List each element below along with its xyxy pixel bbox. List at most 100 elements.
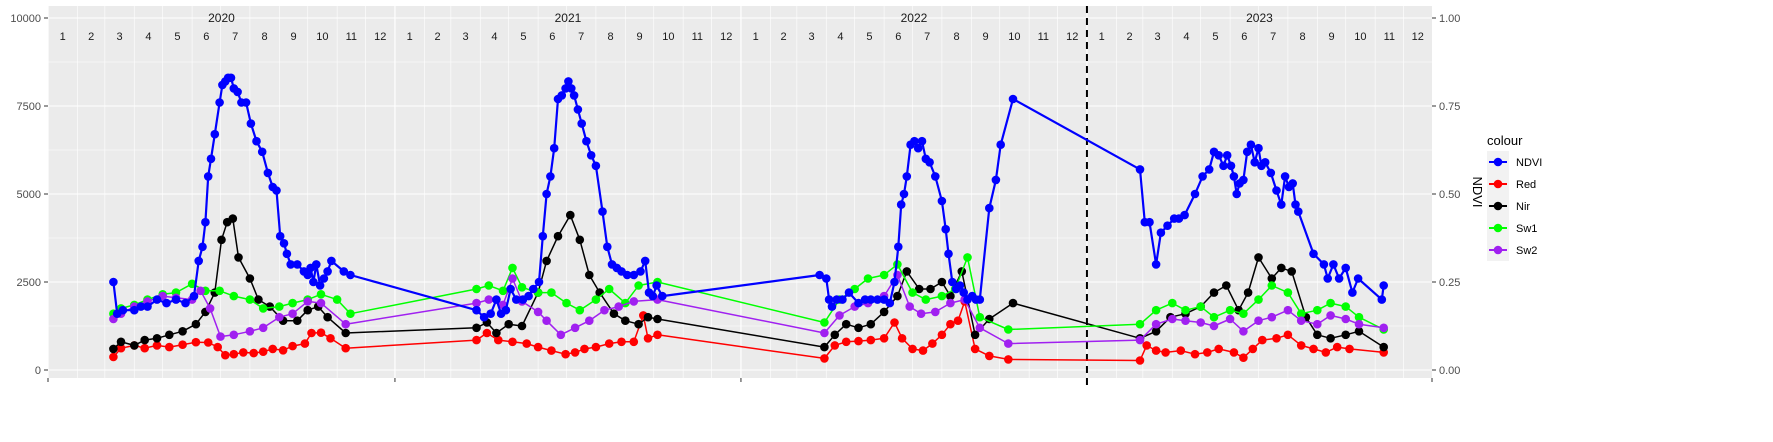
red-point <box>165 342 174 352</box>
month-label: 6 <box>895 31 901 43</box>
nir-point <box>1151 327 1161 336</box>
nir-point <box>585 270 594 280</box>
ndvi-point <box>315 281 325 290</box>
nir-point <box>217 235 226 245</box>
nir-point <box>517 321 527 331</box>
legend-key-point <box>1493 157 1503 167</box>
ndvi-point <box>501 305 511 315</box>
ndvi-point <box>1190 189 1200 199</box>
month-label: 7 <box>232 31 238 43</box>
sw1-point <box>879 270 889 280</box>
red-point <box>643 334 653 343</box>
sw1-point <box>634 281 643 290</box>
left-axis-tick-label: 7500 <box>17 101 41 113</box>
ndvi-point <box>866 295 876 304</box>
ndvi-point <box>1329 260 1338 269</box>
ndvi-point <box>1219 161 1228 171</box>
ndvi-point <box>524 291 533 301</box>
ndvi-point <box>1180 210 1189 220</box>
month-label: 12 <box>1412 31 1424 43</box>
red-point <box>841 337 851 347</box>
sw2-point <box>196 286 205 296</box>
nir-point <box>643 312 653 322</box>
year-label: 2022 <box>901 11 928 25</box>
nir-point <box>1287 267 1296 276</box>
ndvi-point <box>652 281 661 290</box>
ndvi-point <box>1323 274 1332 283</box>
nir-point <box>542 256 551 266</box>
sw2-point <box>905 302 914 311</box>
nir-point <box>866 319 876 329</box>
sw1-point <box>562 298 571 308</box>
ndvi-point <box>272 186 281 195</box>
month-label: 10 <box>316 31 328 43</box>
month-label: 3 <box>1155 31 1161 43</box>
red-point <box>341 343 351 353</box>
nir-point <box>1243 288 1253 297</box>
red-point <box>1332 342 1342 352</box>
month-label: 2 <box>781 31 787 43</box>
sw2-point <box>1196 318 1205 327</box>
sw1-point <box>229 291 239 301</box>
year-label: 2021 <box>555 11 582 25</box>
red-point <box>472 335 481 345</box>
month-label: 4 <box>145 31 151 43</box>
sw2-point <box>533 307 543 317</box>
ndvi-point <box>542 189 551 199</box>
sw1-point <box>332 295 342 304</box>
sw1-point <box>316 290 326 299</box>
ndvi-point <box>603 242 612 252</box>
sw1-point <box>258 304 268 313</box>
sw1-point <box>517 283 527 292</box>
month-label: 9 <box>1328 31 1334 43</box>
sw1-point <box>1313 305 1322 315</box>
nir-point <box>1341 330 1350 340</box>
ndvi-point <box>303 270 313 280</box>
nir-point <box>946 291 955 301</box>
ndvi-point <box>1280 172 1290 181</box>
sw1-point <box>921 295 931 304</box>
sw2-point <box>1313 319 1322 329</box>
red-point <box>258 347 268 357</box>
ndvi-point <box>1250 158 1259 167</box>
sw2-point <box>288 309 297 319</box>
red-point <box>985 351 994 361</box>
sw2-point <box>1267 312 1277 322</box>
left-axis-tick-label: 10000 <box>10 13 41 25</box>
sw2-point <box>1341 314 1350 324</box>
ndvi-point <box>917 136 927 146</box>
red-point <box>1272 334 1281 343</box>
month-label: 11 <box>1038 31 1049 43</box>
ndvi-point <box>944 249 953 259</box>
month-label: 10 <box>1354 31 1366 43</box>
ndvi-point <box>894 242 903 252</box>
nir-point <box>1379 342 1388 352</box>
sw2-point <box>975 323 985 333</box>
ndvi-point <box>1377 295 1387 304</box>
nir-point <box>109 344 118 354</box>
month-label: 6 <box>203 31 209 43</box>
red-point <box>570 348 580 357</box>
ndvi-point <box>910 136 919 146</box>
red-point <box>970 344 980 354</box>
nir-point <box>926 284 935 294</box>
ndvi-point <box>198 242 207 252</box>
nir-point <box>234 253 243 262</box>
ndvi-point <box>1204 165 1214 174</box>
right-axis-tick-label: 0.75 <box>1439 101 1460 113</box>
ndvi-point <box>822 274 831 283</box>
red-point <box>1248 344 1258 354</box>
month-label: 2 <box>435 31 441 43</box>
sw2-point <box>820 328 829 338</box>
sw1-point <box>1341 302 1350 311</box>
nir-point <box>303 305 313 315</box>
ndvi-point <box>567 84 576 93</box>
sw2-point <box>1354 319 1364 329</box>
ndvi-point <box>203 172 213 181</box>
ndvi-point <box>896 200 906 209</box>
red-point <box>178 340 187 350</box>
nir-point <box>653 314 662 324</box>
sw1-point <box>1225 305 1235 315</box>
ndvi-point <box>629 270 639 280</box>
